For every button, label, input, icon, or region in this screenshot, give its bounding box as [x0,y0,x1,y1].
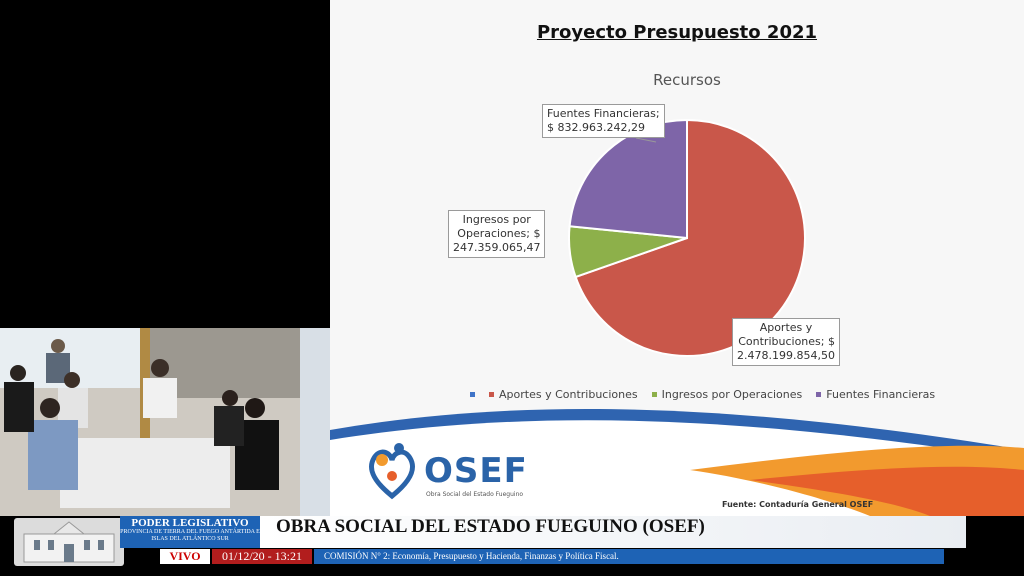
chart-legend: Aportes y Contribuciones Ingresos por Op… [470,388,935,401]
program-title: OBRA SOCIAL DEL ESTADO FUEGUINO (OSEF) [260,516,966,548]
leader-line-fuentes [635,137,657,143]
legislature-building-icon [14,518,124,566]
osef-logo: OSEF Obra Social del Estado Fueguino [366,440,536,502]
data-label-ingresos: Ingresos por Operaciones; $ 247.359.065,… [448,210,546,258]
camera-feed [0,328,330,516]
source-note: Fuente: Contaduría General OSEF [722,500,874,509]
legend-item-fuentes: Fuentes Financieras [816,388,935,401]
institution-badge: PODER LEGISLATIVO PROVINCIA DE TIERRA DE… [120,516,260,548]
datetime-badge: 01/12/20 - 13:21 [212,549,312,564]
slide-title: Proyecto Presupuesto 2021 [536,22,818,43]
camera-scene [0,328,330,516]
data-label-fuentes: Fuentes Financieras; $ 832.963.242,29 [542,104,665,138]
pie-slice-fuentes [568,118,688,240]
legend-item-ingresos: Ingresos por Operaciones [651,388,802,401]
logo-subtitle: Obra Social del Estado Fueguino [426,491,524,498]
live-badge: VIVO [160,549,210,564]
data-label-aportes: Aportes y Contribuciones; $ 2.478.199.85… [732,318,840,366]
osef-heart-icon [368,443,416,500]
decorative-wave [330,408,1024,516]
logo-text: OSEF [424,451,528,491]
commission-ticker: COMISIÓN N° 2: Economía, Presupuesto y H… [314,549,944,564]
presentation-slide: Proyecto Presupuesto 2021 Recursos Aport… [330,0,1024,516]
pie-slice-aportes [574,118,806,357]
chart-title: Recursos [653,71,721,89]
legend-item-blank [470,388,475,401]
legend-item-aportes: Aportes y Contribuciones [489,388,638,401]
pie-chart: Recursos [568,71,806,357]
